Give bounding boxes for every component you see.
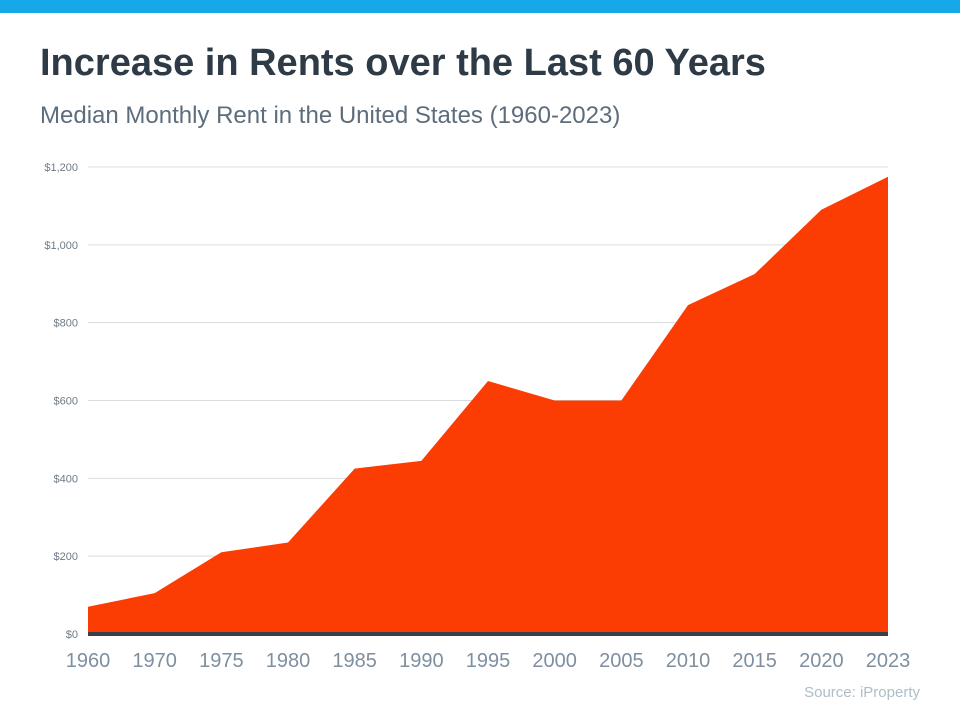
- x-axis-year-label: 1960: [66, 650, 111, 672]
- chart-title: Increase in Rents over the Last 60 Years: [40, 42, 766, 84]
- x-axis-year-label: 1985: [332, 650, 377, 672]
- y-axis-tick-label: $1,200: [44, 162, 78, 174]
- rent-area-series: [88, 176, 888, 634]
- y-axis-tick-label: $800: [54, 318, 78, 330]
- x-axis-year-label: 1975: [199, 650, 244, 672]
- x-axis-year-label: 2010: [666, 650, 711, 672]
- x-axis-year-label: 2015: [732, 650, 777, 672]
- y-axis-tick-label: $1,000: [44, 240, 78, 252]
- chart-subtitle: Median Monthly Rent in the United States…: [40, 102, 621, 129]
- x-axis-year-label: 2023: [866, 650, 911, 672]
- x-axis-baseline: [88, 632, 888, 636]
- y-axis-tick-label: $600: [54, 396, 78, 408]
- x-axis-year-label: 1980: [266, 650, 311, 672]
- source-attribution: Source: iProperty: [804, 684, 920, 701]
- top-accent-bar: [0, 0, 960, 13]
- x-axis-year-label: 2005: [599, 650, 644, 672]
- x-axis-year-label: 1990: [399, 650, 444, 672]
- y-axis-tick-label: $0: [66, 629, 78, 641]
- x-axis-year-label: 1995: [466, 650, 511, 672]
- x-axis-year-label: 2020: [799, 650, 844, 672]
- y-axis-tick-label: $200: [54, 551, 78, 563]
- x-axis-year-label: 2000: [532, 650, 577, 672]
- y-axis-tick-label: $400: [54, 473, 78, 485]
- x-axis-year-label: 1970: [132, 650, 177, 672]
